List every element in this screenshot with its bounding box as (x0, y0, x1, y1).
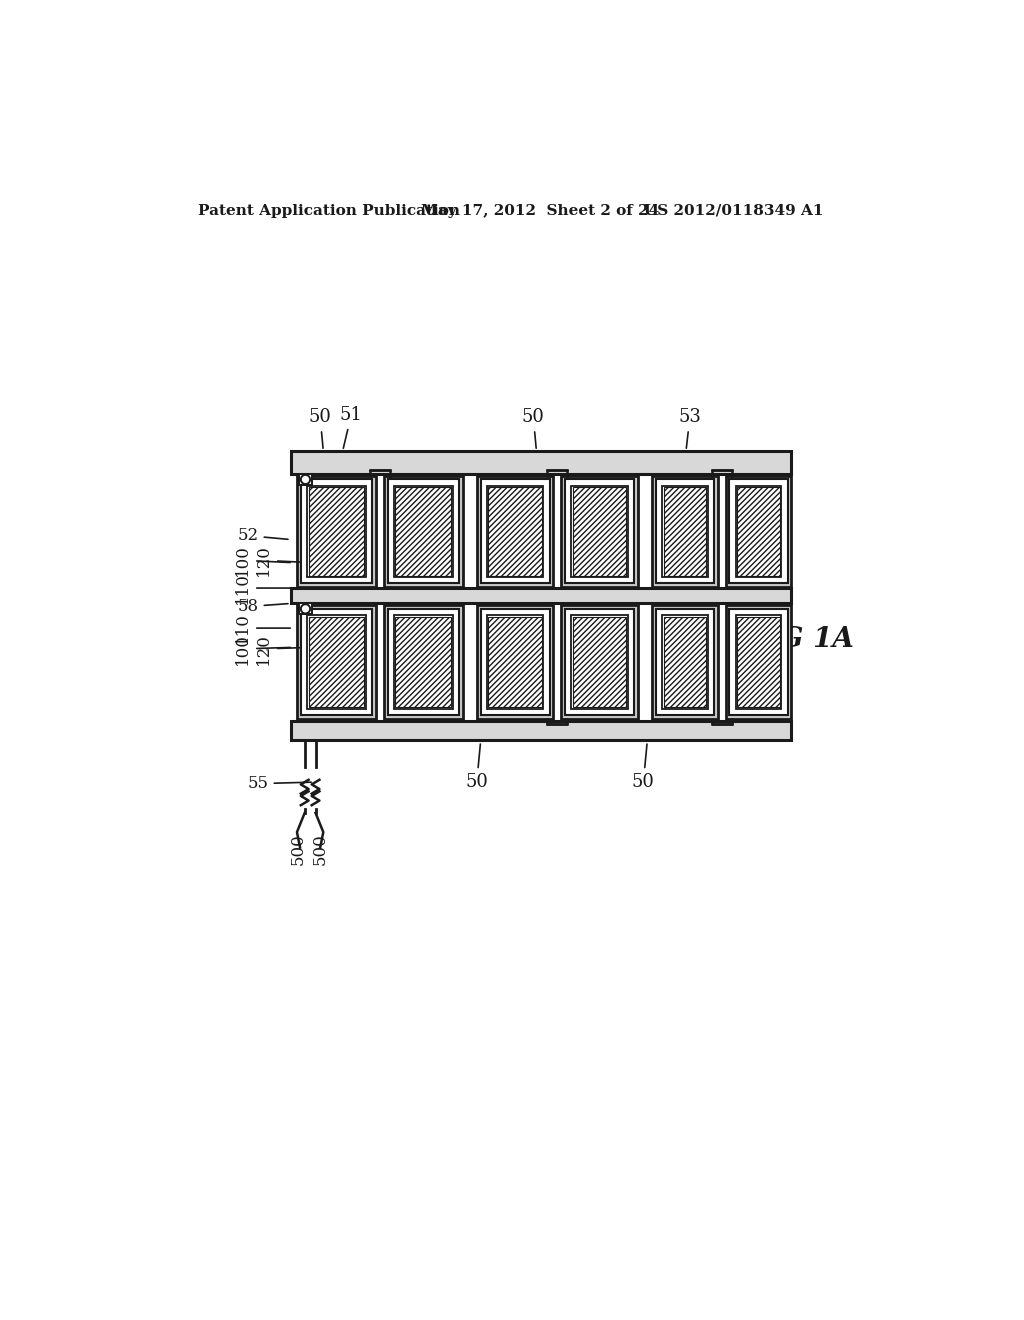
Bar (571, 615, 628, 709)
Text: 110: 110 (234, 572, 290, 605)
Bar (486, 486, 544, 577)
Bar (737, 487, 779, 576)
Bar (394, 615, 453, 709)
Bar (307, 615, 366, 709)
Bar (384, 475, 463, 587)
Bar (571, 486, 628, 577)
Bar (565, 609, 634, 715)
Text: 50: 50 (309, 408, 332, 449)
Bar (662, 615, 708, 709)
Bar (301, 609, 372, 715)
Bar (572, 616, 627, 708)
Bar (729, 609, 787, 715)
Text: 55: 55 (248, 775, 311, 792)
Bar (395, 487, 452, 576)
Text: FIG 1A: FIG 1A (748, 626, 855, 653)
Text: 500: 500 (311, 833, 329, 865)
Bar (735, 486, 781, 577)
Text: 120: 120 (255, 634, 309, 665)
Bar (299, 474, 312, 484)
Bar (297, 475, 376, 587)
Bar (561, 475, 638, 587)
Bar (394, 486, 453, 577)
Bar (477, 605, 554, 719)
Bar (664, 616, 707, 708)
Bar (726, 475, 792, 587)
Bar (735, 615, 781, 709)
Bar (307, 486, 366, 577)
Bar (664, 487, 707, 576)
Bar (561, 605, 638, 719)
Text: 58: 58 (238, 598, 288, 615)
Bar (291, 451, 791, 474)
Bar (308, 487, 365, 576)
Text: May 17, 2012  Sheet 2 of 24: May 17, 2012 Sheet 2 of 24 (421, 203, 659, 218)
Bar (299, 603, 312, 614)
Bar (384, 605, 463, 719)
Bar (291, 721, 791, 739)
Bar (486, 615, 544, 709)
Bar (297, 605, 376, 719)
Circle shape (301, 475, 310, 484)
Bar (388, 609, 459, 715)
Bar (291, 589, 791, 603)
Bar (395, 616, 452, 708)
Text: US 2012/0118349 A1: US 2012/0118349 A1 (644, 203, 823, 218)
Bar (572, 487, 627, 576)
Bar (565, 479, 634, 583)
Bar (388, 479, 459, 583)
Text: 50: 50 (632, 744, 654, 791)
Text: Patent Application Publication: Patent Application Publication (198, 203, 460, 218)
Bar (655, 609, 714, 715)
Text: 500: 500 (290, 833, 307, 865)
Bar (655, 479, 714, 583)
Bar (652, 605, 718, 719)
Bar (308, 616, 365, 708)
Bar (488, 487, 542, 576)
Text: 53: 53 (679, 408, 701, 449)
Bar (662, 486, 708, 577)
Text: 50: 50 (465, 744, 488, 791)
Bar (477, 475, 554, 587)
Bar (729, 479, 787, 583)
Text: 52: 52 (238, 527, 288, 544)
Bar (480, 609, 550, 715)
Text: 120: 120 (255, 544, 309, 577)
Circle shape (301, 605, 310, 614)
Bar (301, 479, 372, 583)
Bar (737, 616, 779, 708)
Text: 100: 100 (234, 544, 290, 577)
Bar (480, 479, 550, 583)
Bar (652, 475, 718, 587)
Bar (488, 616, 542, 708)
Text: 110: 110 (234, 612, 290, 644)
Bar (726, 605, 792, 719)
Text: 51: 51 (340, 407, 362, 449)
Text: 50: 50 (522, 408, 545, 449)
Text: 100: 100 (234, 634, 290, 665)
